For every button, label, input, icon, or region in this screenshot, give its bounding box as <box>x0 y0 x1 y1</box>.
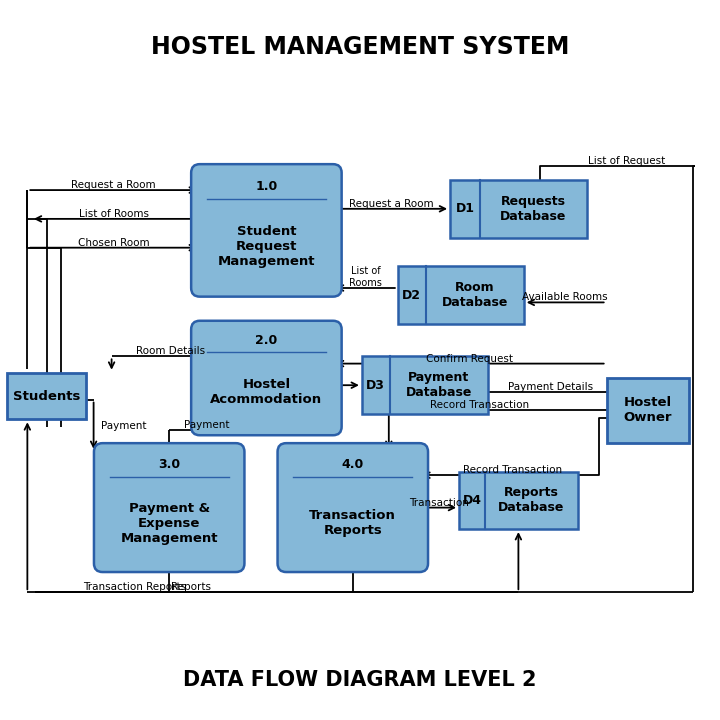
Text: D1: D1 <box>456 202 474 215</box>
Text: Request a Room: Request a Room <box>71 180 156 190</box>
Text: Payment &
Expense
Management: Payment & Expense Management <box>120 502 218 545</box>
Text: Record Transaction: Record Transaction <box>464 465 562 475</box>
Text: Hostel
Acommodation: Hostel Acommodation <box>210 377 323 405</box>
Bar <box>361 356 488 414</box>
Text: HOSTEL MANAGEMENT SYSTEM: HOSTEL MANAGEMENT SYSTEM <box>150 35 570 59</box>
Text: Payment
Database: Payment Database <box>405 372 472 399</box>
Text: Available Rooms: Available Rooms <box>523 292 608 302</box>
Bar <box>606 378 690 443</box>
Text: Hostel
Owner: Hostel Owner <box>624 397 672 424</box>
Text: 3.0: 3.0 <box>158 458 180 471</box>
FancyBboxPatch shape <box>94 444 244 572</box>
Text: Payment: Payment <box>184 420 230 431</box>
Text: Reports: Reports <box>171 582 211 592</box>
Text: Transaction: Transaction <box>409 498 469 508</box>
Text: Reports
Database: Reports Database <box>498 487 564 514</box>
Text: D3: D3 <box>366 379 385 392</box>
FancyBboxPatch shape <box>191 321 341 435</box>
Text: D4: D4 <box>462 494 482 507</box>
Text: List of Rooms: List of Rooms <box>78 209 148 219</box>
Text: Requests
Database: Requests Database <box>500 195 567 222</box>
Text: 4.0: 4.0 <box>342 458 364 471</box>
Text: Confirm Request: Confirm Request <box>426 354 513 364</box>
Text: Record Transaction: Record Transaction <box>430 400 529 410</box>
Text: Payment Details: Payment Details <box>508 382 593 392</box>
Text: Transaction
Reports: Transaction Reports <box>310 509 396 537</box>
Text: DATA FLOW DIAGRAM LEVEL 2: DATA FLOW DIAGRAM LEVEL 2 <box>184 670 536 690</box>
Text: Transaction Reports: Transaction Reports <box>83 582 186 592</box>
Text: List of Request: List of Request <box>588 156 665 166</box>
FancyBboxPatch shape <box>191 164 341 297</box>
Bar <box>459 472 577 529</box>
Bar <box>7 373 86 419</box>
Text: D2: D2 <box>402 289 421 302</box>
Bar <box>397 266 524 324</box>
Text: Chosen Room: Chosen Room <box>78 238 149 248</box>
Text: Payment: Payment <box>101 420 146 431</box>
FancyBboxPatch shape <box>277 444 428 572</box>
Text: 2.0: 2.0 <box>256 334 277 347</box>
Text: Request a Room: Request a Room <box>349 199 434 209</box>
Text: List of
Rooms: List of Rooms <box>349 266 382 288</box>
Text: Room Details: Room Details <box>135 346 204 356</box>
Bar <box>450 180 587 238</box>
Text: Room
Database: Room Database <box>441 282 508 309</box>
Text: Students: Students <box>13 390 81 402</box>
Text: Student
Request
Management: Student Request Management <box>217 225 315 268</box>
Text: 1.0: 1.0 <box>256 179 277 192</box>
